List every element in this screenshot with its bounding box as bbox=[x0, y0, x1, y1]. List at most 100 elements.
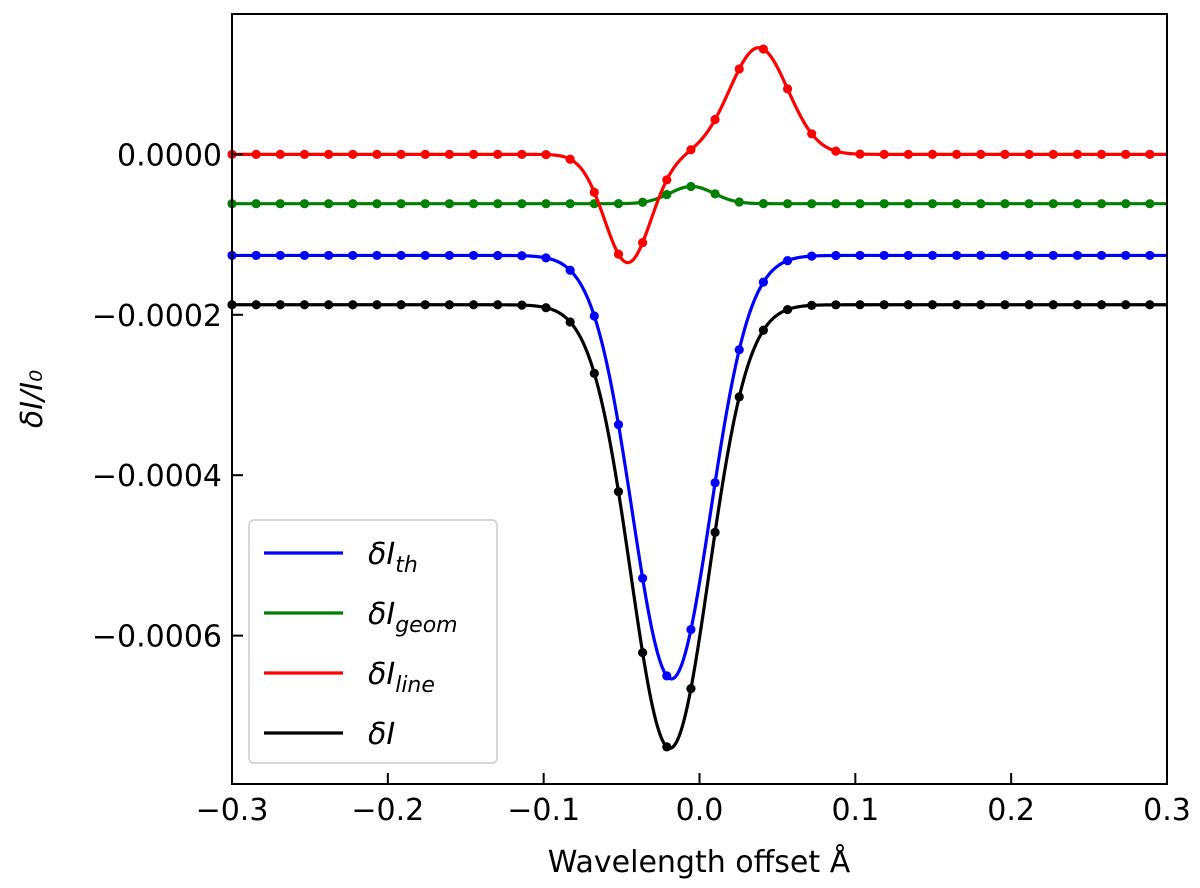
y-axis-label: δI/I₀ bbox=[15, 370, 50, 428]
data-point bbox=[952, 250, 962, 261]
data-point bbox=[541, 253, 551, 263]
x-axis-label: Wavelength offset Å bbox=[548, 844, 851, 880]
data-point bbox=[686, 624, 696, 635]
data-point bbox=[976, 199, 986, 209]
data-point bbox=[299, 250, 310, 261]
data-point bbox=[782, 84, 793, 94]
legend-box bbox=[248, 519, 498, 764]
data-point bbox=[589, 187, 599, 197]
data-point bbox=[541, 149, 551, 160]
data-point bbox=[444, 149, 454, 159]
data-point bbox=[903, 149, 913, 159]
data-point bbox=[686, 181, 696, 192]
data-point bbox=[662, 190, 672, 200]
data-point bbox=[468, 300, 479, 310]
data-point bbox=[613, 199, 624, 209]
data-point bbox=[613, 420, 624, 430]
data-point bbox=[952, 149, 962, 159]
data-point bbox=[807, 300, 817, 310]
series-layer bbox=[227, 44, 1167, 752]
data-point bbox=[710, 189, 720, 199]
data-point bbox=[662, 671, 672, 681]
data-point bbox=[734, 392, 744, 402]
data-point bbox=[420, 199, 430, 209]
data-point bbox=[831, 146, 841, 156]
data-point bbox=[372, 149, 382, 159]
data-point bbox=[468, 250, 479, 261]
data-point bbox=[517, 149, 527, 159]
legend-label: δIgeom bbox=[368, 597, 458, 638]
y-tick-label: 0.0000 bbox=[117, 138, 222, 173]
data-point bbox=[638, 573, 648, 583]
x-tick-label: 0.0 bbox=[676, 793, 724, 828]
data-point bbox=[493, 199, 503, 209]
series-line bbox=[232, 184, 1167, 206]
data-point bbox=[1000, 250, 1010, 261]
data-point bbox=[1000, 199, 1010, 209]
data-point bbox=[710, 478, 720, 488]
data-point bbox=[1024, 250, 1034, 261]
data-point bbox=[1048, 199, 1058, 209]
data-point bbox=[927, 149, 938, 159]
data-point bbox=[348, 300, 358, 310]
data-point bbox=[1072, 149, 1082, 159]
data-point bbox=[782, 256, 793, 266]
data-point bbox=[1121, 250, 1131, 261]
data-point bbox=[299, 199, 310, 209]
data-point bbox=[952, 300, 962, 310]
data-point bbox=[324, 199, 334, 209]
y-tick-label: −0.0002 bbox=[92, 299, 222, 334]
data-point bbox=[493, 300, 503, 310]
data-point bbox=[879, 250, 889, 261]
data-point bbox=[372, 199, 382, 209]
data-point bbox=[468, 199, 479, 209]
data-point bbox=[372, 250, 382, 261]
legend: δIth δIgeom δIline δI bbox=[248, 519, 498, 764]
data-point bbox=[638, 197, 648, 207]
y-tick-label: −0.0004 bbox=[92, 459, 222, 494]
data-point bbox=[903, 300, 913, 310]
data-point bbox=[396, 149, 406, 159]
data-point bbox=[903, 199, 913, 209]
data-point bbox=[734, 197, 744, 207]
data-point bbox=[807, 199, 817, 209]
plot-frame bbox=[231, 13, 1168, 785]
data-point bbox=[1096, 300, 1107, 310]
data-point bbox=[1096, 149, 1107, 159]
data-point bbox=[1121, 149, 1131, 159]
series-geom bbox=[227, 181, 1167, 209]
data-point bbox=[903, 250, 913, 261]
legend-label: δIth bbox=[368, 537, 418, 578]
x-tick-label: 0.3 bbox=[1143, 793, 1191, 828]
data-point bbox=[807, 251, 817, 261]
data-point bbox=[348, 250, 358, 261]
x-tick-label: 0.2 bbox=[987, 793, 1035, 828]
data-point bbox=[734, 64, 744, 74]
data-point bbox=[952, 199, 962, 209]
data-point bbox=[686, 683, 696, 694]
series-line bbox=[232, 253, 1167, 681]
data-point bbox=[324, 250, 334, 261]
data-point bbox=[782, 304, 793, 315]
data-point bbox=[1145, 250, 1155, 261]
data-point bbox=[710, 114, 720, 125]
data-point bbox=[758, 325, 768, 335]
series-line bbox=[232, 46, 1167, 265]
data-point bbox=[565, 154, 575, 164]
data-point bbox=[686, 145, 696, 155]
data-point bbox=[807, 129, 817, 139]
data-point bbox=[396, 250, 406, 261]
ticks-layer: −0.3 −0.2 −0.1 0.0 0.1 0.2 0.3 0.0000 −0.0002 −0.… bbox=[92, 138, 1191, 828]
data-point bbox=[420, 250, 430, 261]
data-point bbox=[251, 199, 261, 209]
data-point bbox=[420, 300, 430, 310]
data-point bbox=[1024, 149, 1034, 159]
data-point bbox=[589, 311, 599, 321]
data-point bbox=[831, 199, 841, 209]
data-point bbox=[1072, 250, 1082, 261]
data-point bbox=[1072, 199, 1082, 209]
series-th bbox=[227, 250, 1167, 681]
data-point bbox=[1048, 250, 1058, 261]
data-point bbox=[879, 300, 889, 310]
